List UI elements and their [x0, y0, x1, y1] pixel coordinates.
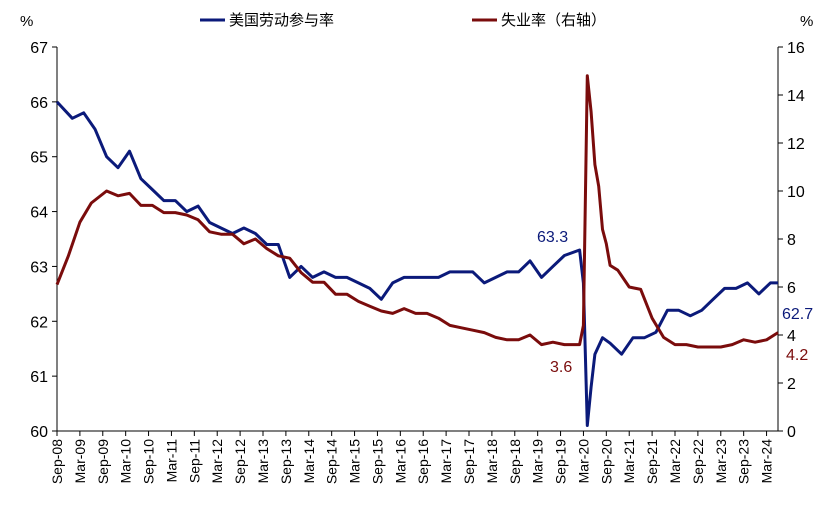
- x-tick-label: Sep-09: [95, 439, 111, 484]
- x-tick-label: Sep-13: [278, 439, 294, 484]
- x-tick-label: Sep-15: [369, 439, 385, 484]
- x-tick-label: Sep-10: [141, 439, 157, 484]
- legend: 美国劳动参与率 失业率（右轴）: [200, 11, 606, 29]
- x-tick-label: Sep-08: [49, 439, 65, 484]
- x-tick-label: Sep-21: [644, 439, 660, 484]
- right-tick-label: 2: [787, 376, 796, 393]
- left-tick-label: 67: [30, 40, 48, 57]
- right-tick-label: 0: [787, 424, 796, 441]
- x-tick-label: Mar-21: [621, 439, 637, 484]
- axes: [56, 47, 779, 432]
- x-tick-label: Mar-22: [667, 439, 683, 484]
- data-label-63-3: 63.3: [537, 229, 568, 246]
- data-label-62-7: 62.7: [782, 306, 813, 323]
- right-axis-ticks: 0 2 4 6 8 10 12 14 16: [778, 40, 805, 441]
- right-tick-label: 8: [787, 232, 796, 249]
- x-tick-label: Mar-18: [484, 439, 500, 484]
- left-tick-label: 60: [30, 424, 48, 441]
- x-tick-label: Mar-15: [347, 439, 363, 484]
- x-tick-label: Mar-17: [438, 439, 454, 484]
- x-tick-label: Sep-17: [461, 439, 477, 484]
- right-tick-label: 12: [787, 136, 805, 153]
- x-tick-label: Sep-19: [553, 439, 569, 484]
- x-tick-label: Mar-24: [759, 439, 775, 484]
- right-tick-label: 10: [787, 184, 805, 201]
- left-tick-label: 61: [30, 369, 48, 386]
- right-tick-label: 14: [787, 88, 805, 105]
- right-tick-label: 16: [787, 40, 805, 57]
- left-tick-label: 63: [30, 259, 48, 276]
- x-tick-label: Sep-14: [324, 439, 340, 484]
- x-tick-label: Mar-13: [255, 439, 271, 484]
- left-tick-label: 66: [30, 95, 48, 112]
- right-tick-label: 6: [787, 280, 796, 297]
- x-tick-label: Sep-12: [232, 439, 248, 484]
- x-tick-label: Sep-18: [507, 439, 523, 484]
- x-tick-label: Mar-20: [575, 439, 591, 484]
- data-label-3-6: 3.6: [550, 359, 572, 376]
- x-tick-label: Sep-23: [736, 439, 752, 484]
- right-unit: %: [800, 13, 813, 30]
- right-tick-label: 4: [787, 328, 796, 345]
- x-tick-label: Sep-22: [690, 439, 706, 484]
- x-tick-label: Mar-14: [301, 439, 317, 484]
- x-tick-label: Mar-11: [163, 439, 179, 483]
- x-tick-label: Sep-11: [186, 439, 202, 483]
- x-tick-label: Mar-19: [530, 439, 546, 484]
- left-tick-label: 65: [30, 150, 48, 167]
- legend-label-participation: 美国劳动参与率: [229, 11, 334, 29]
- x-tick-label: Mar-09: [72, 439, 88, 484]
- left-tick-label: 64: [30, 205, 48, 222]
- x-tick-label: Mar-12: [209, 439, 225, 484]
- left-axis-ticks: 60 61 62 63 64 65 66 67: [30, 40, 57, 441]
- x-axis-ticks: Sep-08 Mar-09 Sep-09 Mar-10 Sep-10 Mar-11 Sep-…: [49, 431, 775, 484]
- x-tick-label: Mar-10: [118, 439, 134, 484]
- x-tick-label: Mar-23: [713, 439, 729, 484]
- unemployment-rate-line: [55, 74, 779, 349]
- x-tick-label: Mar-16: [392, 439, 408, 484]
- data-label-4-2: 4.2: [786, 347, 808, 364]
- participation-rate-line: [55, 100, 778, 427]
- left-unit: %: [20, 13, 33, 30]
- legend-label-unemployment: 失业率（右轴）: [501, 11, 606, 29]
- left-tick-label: 62: [30, 314, 48, 331]
- x-tick-label: Sep-20: [598, 439, 614, 484]
- x-tick-label: Sep-16: [415, 439, 431, 484]
- series-lines: [55, 74, 779, 427]
- annotations: 63.3 62.7 3.6 4.2: [537, 229, 813, 376]
